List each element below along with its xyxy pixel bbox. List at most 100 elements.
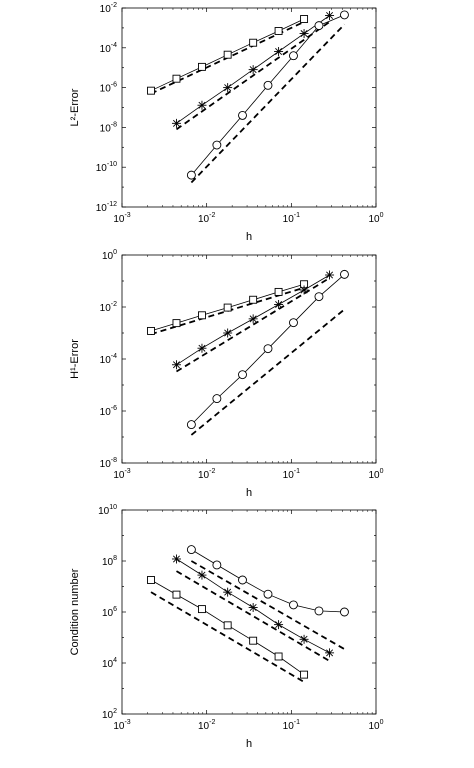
x-axis-label: h (246, 231, 252, 243)
reference-slope-line (150, 591, 305, 683)
y-tick-label: 10-6 (100, 82, 117, 95)
data-point-asterisk (299, 634, 309, 644)
data-point-square (249, 38, 258, 47)
data-point-circle (289, 600, 298, 610)
data-point-circle (289, 318, 298, 328)
y-tick-label: 10-4 (100, 353, 117, 366)
data-point-circle (212, 140, 222, 150)
data-point-square (147, 326, 155, 335)
chart-panel-3: 10-3 10-2 10-1 100 102 104 106 108 1010 h Conditio… (69, 504, 384, 750)
data-point-square (223, 303, 232, 312)
reference-slope-line (190, 560, 345, 650)
reference-slope-line (175, 21, 331, 131)
data-point-circle (238, 110, 247, 120)
data-point-asterisk (248, 603, 258, 613)
y-tick-label: 10-8 (100, 121, 117, 134)
data-point-asterisk (171, 554, 181, 564)
data-point-square (147, 576, 155, 584)
chart-panel-2: 10-3 10-2 10-1 100 10-8 10-6 10-4 10-2 100 h H¹-Er… (69, 249, 384, 499)
x-tick-label: 100 (368, 468, 383, 481)
data-point-square (249, 636, 258, 645)
data-point-asterisk (171, 118, 181, 128)
y-axis-label: L²-Error (69, 88, 81, 126)
y-tick-label: 10-12 (96, 201, 117, 214)
data-point-circle (263, 344, 273, 354)
data-point-asterisk (325, 648, 335, 658)
data-point-asterisk (197, 570, 207, 580)
data-point-circle (314, 606, 324, 616)
data-point-circle (289, 51, 298, 61)
data-point-asterisk (223, 83, 233, 93)
y-tick-label: 106 (102, 606, 117, 619)
data-point-asterisk (171, 360, 181, 370)
data-point-square (172, 590, 181, 599)
data-point-square (223, 50, 232, 59)
data-point-asterisk (325, 270, 335, 280)
data-point-square (300, 670, 309, 679)
data-point-asterisk (223, 328, 233, 338)
data-point-asterisk (274, 299, 284, 309)
data-point-square (198, 605, 206, 614)
x-tick-label: 10-1 (283, 212, 300, 225)
x-tick-label: 10-2 (198, 212, 215, 225)
x-tick-label: 10-2 (198, 468, 215, 481)
x-tick-label: 10-3 (113, 212, 130, 225)
reference-slope-line (190, 23, 346, 184)
data-point-circle (238, 575, 247, 585)
data-point-asterisk (248, 65, 258, 75)
x-tick-label: 10-1 (283, 468, 300, 481)
y-tick-label: 108 (102, 555, 117, 568)
data-point-square (198, 311, 206, 320)
data-point-asterisk (248, 314, 258, 324)
data-point-asterisk (274, 47, 284, 57)
data-point-square (198, 62, 206, 71)
x-tick-label: 100 (368, 719, 383, 732)
data-point-square (172, 74, 181, 83)
x-axis-label: h (246, 487, 252, 499)
reference-slope-line (176, 570, 331, 662)
x-tick-label: 10-2 (198, 719, 215, 732)
y-tick-label: 102 (102, 708, 117, 721)
y-axis-label: H¹-Error (69, 339, 81, 379)
data-point-circle (212, 394, 222, 404)
data-point-asterisk (325, 10, 335, 20)
y-tick-label: 10-8 (100, 457, 117, 470)
y-axis-label: Condition number (69, 568, 81, 655)
data-point-circle (186, 170, 196, 180)
data-point-square (274, 287, 283, 296)
data-point-circle (186, 420, 196, 430)
data-point-circle (212, 560, 222, 570)
chart-panel-1: 10-3 10-2 10-1 100 10-12 10-10 10-8 10-6 10-4 10-… (69, 2, 384, 243)
data-point-square (172, 319, 181, 328)
y-tick-label: 100 (102, 249, 117, 262)
data-point-square (274, 652, 283, 661)
data-point-square (147, 86, 155, 95)
y-tick-label: 10-6 (100, 405, 117, 418)
data-point-circle (314, 21, 324, 31)
data-point-asterisk (197, 343, 207, 353)
data-point-asterisk (197, 100, 207, 110)
series-line-circle (191, 14, 345, 176)
y-tick-label: 1010 (98, 504, 117, 517)
reference-slope-line (190, 308, 346, 436)
data-point-circle (314, 292, 324, 302)
data-point-square (300, 15, 309, 23)
y-tick-label: 10-2 (100, 2, 117, 15)
x-tick-label: 10-3 (113, 719, 130, 732)
data-point-asterisk (299, 29, 309, 39)
y-tick-label: 104 (102, 657, 117, 670)
data-point-square (249, 295, 258, 304)
data-point-circle (340, 607, 349, 617)
data-point-circle (186, 545, 196, 555)
data-point-asterisk (274, 620, 284, 630)
x-tick-label: 10-1 (283, 719, 300, 732)
y-tick-label: 10-2 (100, 301, 117, 314)
data-point-square (274, 27, 283, 35)
series-line-circle (191, 549, 345, 613)
y-tick-label: 10-4 (100, 42, 117, 55)
data-point-asterisk (223, 587, 233, 597)
data-point-square (223, 621, 232, 630)
data-point-circle (263, 589, 273, 599)
data-point-circle (263, 80, 273, 90)
